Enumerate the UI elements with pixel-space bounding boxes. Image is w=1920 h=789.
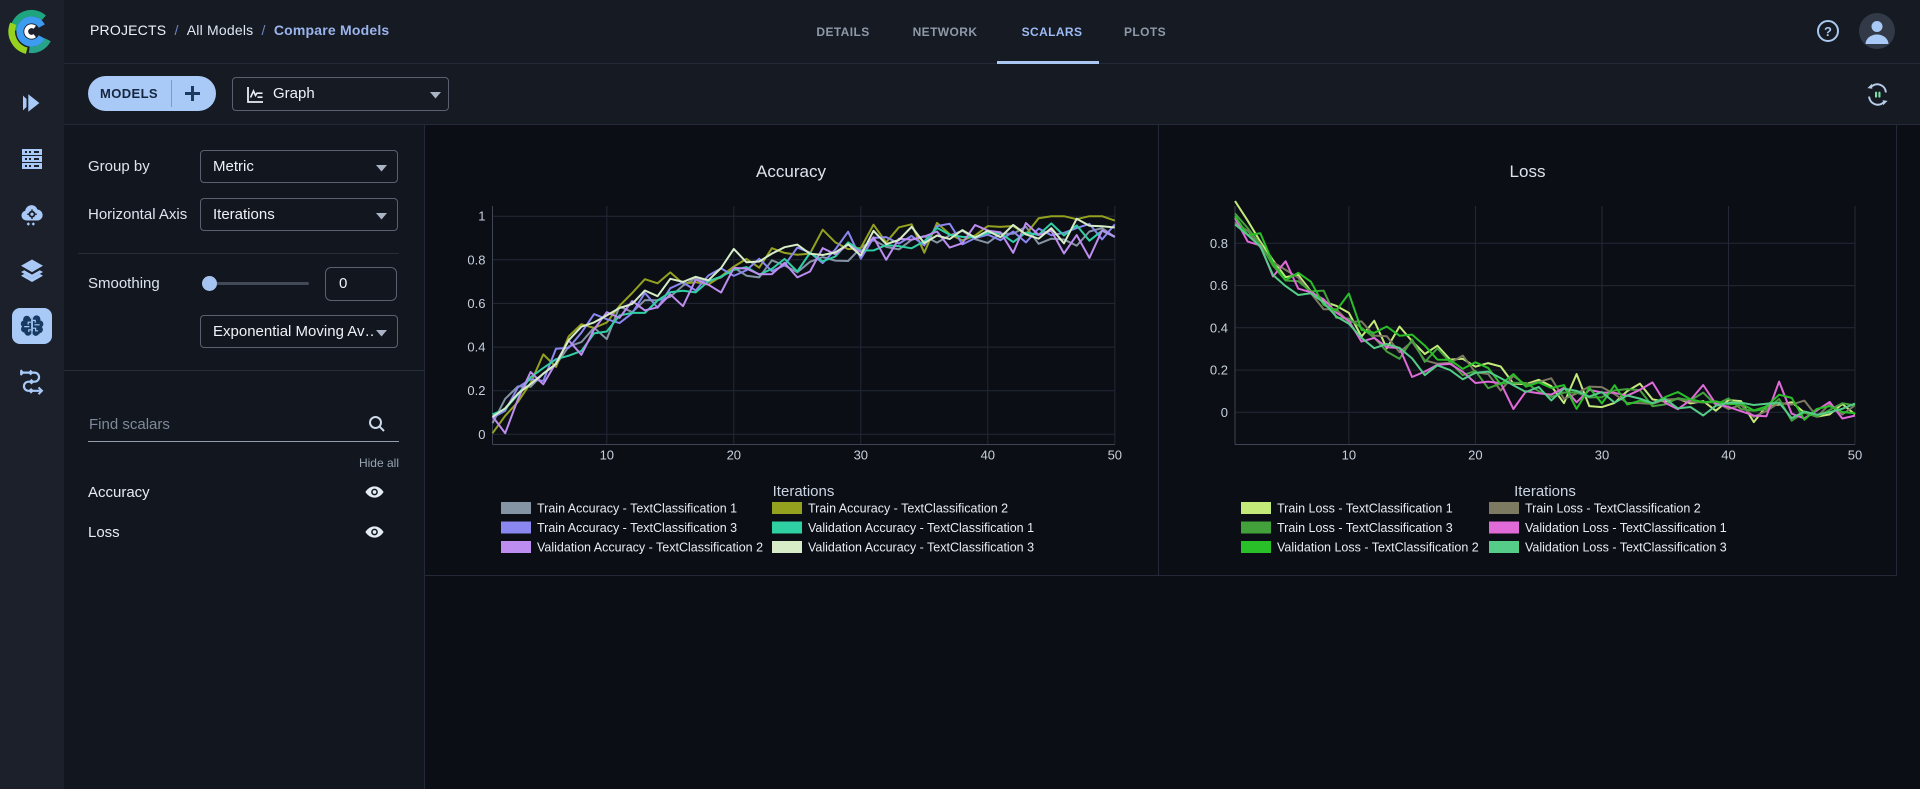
svg-text:0.2: 0.2 — [1210, 363, 1228, 378]
svg-text:40: 40 — [1721, 448, 1735, 463]
svg-text:0.8: 0.8 — [1210, 236, 1228, 251]
svg-text:Train Loss - TextClassificatio: Train Loss - TextClassification 1 — [1277, 502, 1453, 516]
svg-text:Validation Accuracy - TextClas: Validation Accuracy - TextClassification… — [808, 541, 1034, 555]
svg-text:Validation Loss - TextClassifi: Validation Loss - TextClassification 3 — [1525, 541, 1727, 555]
svg-text:0.4: 0.4 — [1210, 320, 1228, 335]
svg-text:10: 10 — [1342, 448, 1356, 463]
svg-text:20: 20 — [727, 448, 741, 463]
svg-text:0.8: 0.8 — [467, 252, 485, 267]
svg-text:Iterations: Iterations — [773, 483, 835, 500]
svg-text:0.6: 0.6 — [467, 296, 485, 311]
svg-text:50: 50 — [1108, 448, 1122, 463]
svg-text:30: 30 — [1595, 448, 1609, 463]
svg-text:0.6: 0.6 — [1210, 278, 1228, 293]
svg-text:Loss: Loss — [1510, 162, 1546, 181]
svg-text:20: 20 — [1468, 448, 1482, 463]
svg-text:0: 0 — [1221, 405, 1228, 420]
svg-text:Validation Accuracy - TextClas: Validation Accuracy - TextClassification… — [537, 541, 763, 555]
svg-text:0.2: 0.2 — [467, 383, 485, 398]
svg-text:Validation Accuracy - TextClas: Validation Accuracy - TextClassification… — [808, 521, 1034, 535]
svg-text:Validation Loss - TextClassifi: Validation Loss - TextClassification 2 — [1277, 541, 1479, 555]
svg-text:Train Accuracy - TextClassific: Train Accuracy - TextClassification 1 — [537, 502, 737, 516]
svg-text:0.4: 0.4 — [467, 340, 485, 355]
svg-text:Train Accuracy - TextClassific: Train Accuracy - TextClassification 3 — [537, 521, 737, 535]
svg-text:Train Accuracy - TextClassific: Train Accuracy - TextClassification 2 — [808, 502, 1008, 516]
svg-text:10: 10 — [600, 448, 614, 463]
svg-text:Validation Loss - TextClassifi: Validation Loss - TextClassification 1 — [1525, 521, 1727, 535]
svg-text:?: ? — [1824, 24, 1832, 39]
svg-text:0: 0 — [478, 427, 485, 442]
svg-text:Accuracy: Accuracy — [756, 162, 826, 181]
svg-text:Iterations: Iterations — [1514, 483, 1576, 500]
svg-text:30: 30 — [854, 448, 868, 463]
svg-text:1: 1 — [478, 209, 485, 224]
svg-text:50: 50 — [1848, 448, 1862, 463]
svg-text:Train Loss - TextClassificatio: Train Loss - TextClassification 3 — [1277, 521, 1453, 535]
svg-text:Train Loss - TextClassificatio: Train Loss - TextClassification 2 — [1525, 502, 1701, 516]
svg-text:40: 40 — [981, 448, 995, 463]
